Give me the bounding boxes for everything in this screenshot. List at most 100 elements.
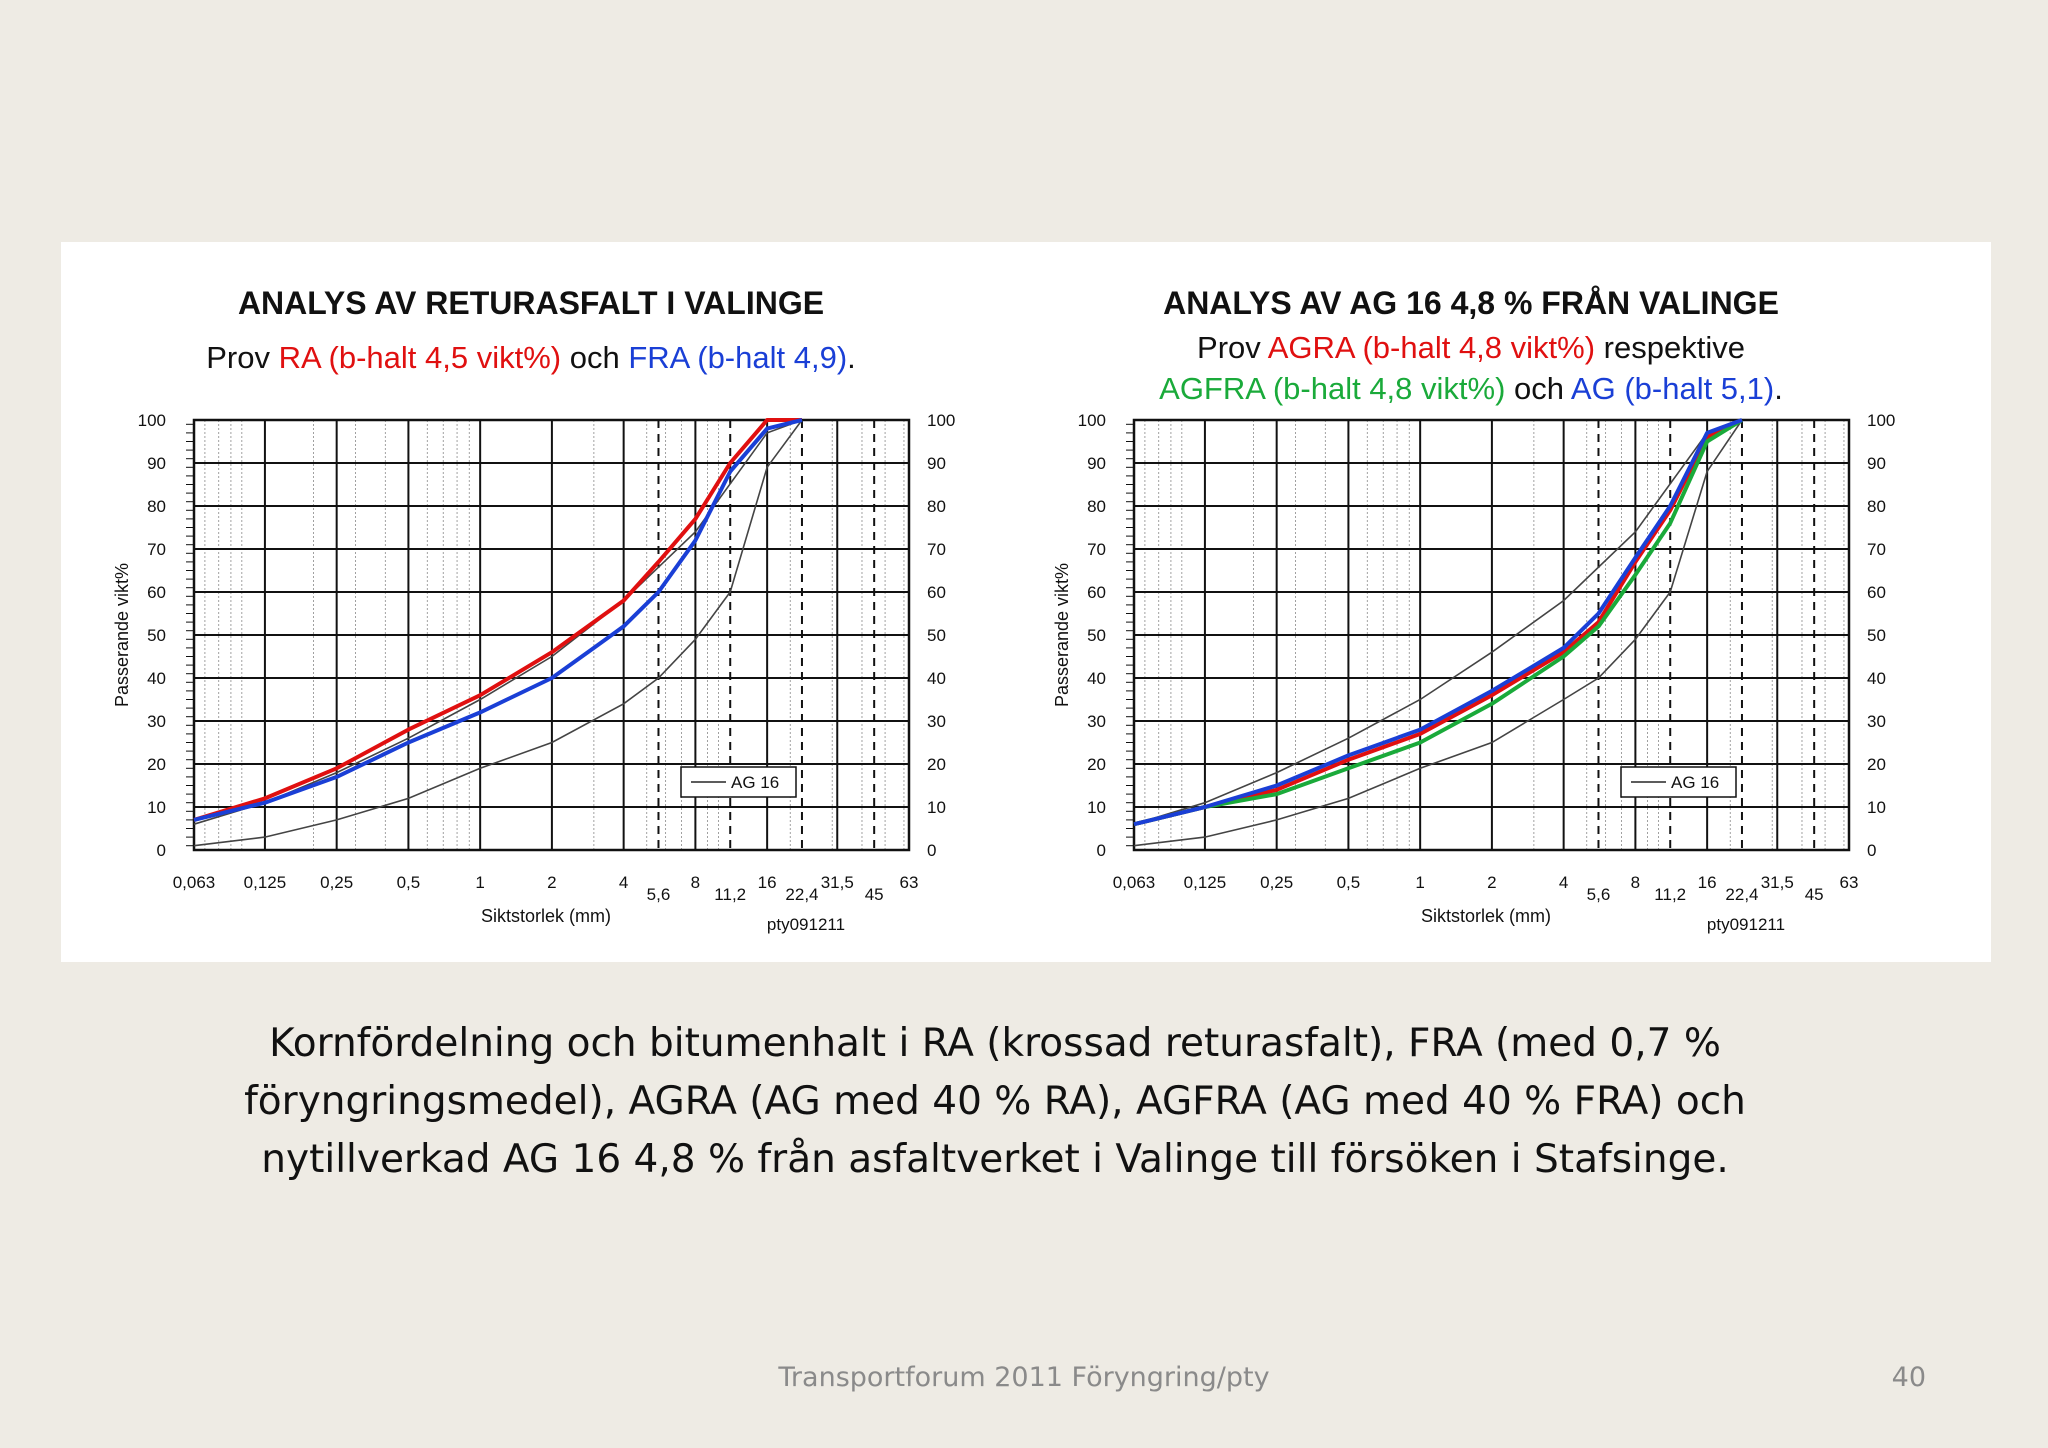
y-tick-label-left: 50 <box>147 626 166 645</box>
y-tick-label-left: 90 <box>147 454 166 473</box>
caption: Kornfördelning och bitumenhalt i RA (kro… <box>160 1015 1830 1189</box>
x-tick-label: 1 <box>1415 873 1424 892</box>
x-tick-label: 5,6 <box>1587 885 1611 904</box>
y-tick-label-left: 100 <box>1078 411 1106 430</box>
y-axis-label: Passerande vikt% <box>1052 563 1072 707</box>
plot-frame <box>1132 418 1851 852</box>
subtitle-segment: AGRA (b-halt 4,8 vikt%) <box>1268 330 1595 365</box>
x-tick-label: 31,5 <box>1761 873 1794 892</box>
y-tick-label-right: 50 <box>1867 626 1886 645</box>
figure-panel: ANALYS AV RETURASFALT I VALINGE Prov RA (… <box>61 242 1991 962</box>
y-tick-label-left: 40 <box>1087 669 1106 688</box>
x-tick-label: 1 <box>475 873 484 892</box>
chart-note: pty091211 <box>1707 915 1785 934</box>
x-tick-label: 2 <box>547 873 556 892</box>
y-tick-label-right: 60 <box>927 583 946 602</box>
y-tick-label-right: 0 <box>927 841 936 860</box>
envelope-line <box>193 419 803 825</box>
y-tick-label-left: 90 <box>1087 454 1106 473</box>
x-tick-label: 11,2 <box>714 885 746 904</box>
subtitle-segment: Prov <box>1197 330 1268 365</box>
x-tick-label: 8 <box>1631 873 1640 892</box>
x-tick-label: 0,5 <box>1337 873 1361 892</box>
y-tick-label-left: 40 <box>147 669 166 688</box>
y-tick-label-right: 50 <box>927 626 946 645</box>
chart-returasfalt: ANALYS AV RETURASFALT I VALINGE Prov RA (… <box>112 285 955 934</box>
y-tick-label-left: 20 <box>147 755 166 774</box>
x-axis-label: Siktstorlek (mm) <box>1421 906 1551 926</box>
y-tick-label-right: 80 <box>1867 497 1886 516</box>
chart-title: ANALYS AV AG 16 4,8 % FRÅN VALINGE <box>1163 285 1779 321</box>
legend-label: AG 16 <box>1671 773 1719 792</box>
x-tick-label: 0,25 <box>320 873 353 892</box>
y-tick-label-left: 60 <box>1087 583 1106 602</box>
y-tick-label-right: 90 <box>1867 454 1886 473</box>
y-tick-label-left: 70 <box>1087 540 1106 559</box>
x-tick-label: 31,5 <box>821 873 854 892</box>
x-tick-label: 0,125 <box>244 873 287 892</box>
x-tick-label: 0,063 <box>1113 873 1156 892</box>
subtitle-segment: RA (b-halt 4,5 vikt%) <box>279 340 562 375</box>
y-tick-label-right: 30 <box>927 712 946 731</box>
x-tick-label: 16 <box>758 873 777 892</box>
chart-subtitle-line: AGFRA (b-halt 4,8 vikt%) och AG (b-halt … <box>1159 371 1783 406</box>
chart-ag16: ANALYS AV AG 16 4,8 % FRÅN VALINGE Prov A… <box>1052 285 1895 934</box>
caption-line-1: Kornfördelning och bitumenhalt i RA (kro… <box>269 1021 1721 1066</box>
x-tick-label: 22,4 <box>785 885 818 904</box>
series-line-agfra <box>1133 418 1744 827</box>
caption-line-3: nytillverkad AG 16 4,8 % från asfaltverk… <box>261 1137 1729 1182</box>
page-number: 40 <box>1891 1362 1926 1393</box>
envelope-line <box>1133 419 1743 847</box>
x-tick-label: 4 <box>619 873 628 892</box>
y-tick-label-left: 60 <box>147 583 166 602</box>
subtitle-segment: och <box>1505 371 1571 406</box>
chart-note: pty091211 <box>767 915 845 934</box>
series-line-ra <box>193 418 802 822</box>
y-tick-label-right: 70 <box>927 540 946 559</box>
x-tick-label: 4 <box>1559 873 1568 892</box>
y-tick-label-left: 20 <box>1087 755 1106 774</box>
subtitle-segment: respektive <box>1595 330 1745 365</box>
x-tick-label: 0,063 <box>173 873 216 892</box>
caption-line-2: föryngringsmedel), AGRA (AG med 40 % RA)… <box>244 1079 1746 1124</box>
y-tick-label-right: 70 <box>1867 540 1886 559</box>
y-tick-label-left: 50 <box>1087 626 1106 645</box>
chart-title: ANALYS AV RETURASFALT I VALINGE <box>238 285 824 321</box>
y-tick-label-right: 100 <box>1867 411 1895 430</box>
envelope-line <box>1133 419 1743 825</box>
x-tick-label: 16 <box>1698 873 1717 892</box>
chart-subtitle-line: Prov RA (b-halt 4,5 vikt%) och FRA (b-ha… <box>206 340 856 375</box>
subtitle-segment: AGFRA (b-halt 4,8 vikt%) <box>1159 371 1505 406</box>
y-tick-label-left: 80 <box>1087 497 1106 516</box>
x-tick-label: 8 <box>691 873 700 892</box>
series-line-ag <box>1133 418 1743 827</box>
y-tick-label-left: 0 <box>157 841 166 860</box>
envelope-line <box>193 419 803 847</box>
y-tick-label-left: 0 <box>1097 841 1106 860</box>
y-tick-label-right: 10 <box>927 798 946 817</box>
y-tick-label-right: 60 <box>1867 583 1886 602</box>
subtitle-segment: AG (b-halt 5,1) <box>1571 371 1774 406</box>
y-tick-label-right: 100 <box>927 411 955 430</box>
y-tick-label-left: 10 <box>1087 798 1106 817</box>
x-tick-label: 63 <box>900 873 919 892</box>
x-tick-label: 2 <box>1487 873 1496 892</box>
y-tick-label-right: 40 <box>927 669 946 688</box>
x-axis-label: Siktstorlek (mm) <box>481 906 611 926</box>
y-axis-label: Passerande vikt% <box>112 563 132 707</box>
y-tick-label-right: 10 <box>1867 798 1886 817</box>
y-tick-label-right: 20 <box>927 755 946 774</box>
legend-box <box>1620 766 1737 798</box>
y-tick-label-right: 40 <box>1867 669 1886 688</box>
subtitle-segment: och <box>561 340 628 375</box>
y-tick-label-right: 90 <box>927 454 946 473</box>
x-tick-label: 0,25 <box>1260 873 1293 892</box>
plot-frame <box>192 418 911 852</box>
chart-subtitle-line: Prov AGRA (b-halt 4,8 vikt%) respektive <box>1197 330 1745 365</box>
subtitle-segment: FRA (b-halt 4,9) <box>628 340 847 375</box>
y-tick-label-left: 100 <box>138 411 166 430</box>
y-tick-label-left: 70 <box>147 540 166 559</box>
x-tick-label: 22,4 <box>1725 885 1758 904</box>
footer-text: Transportforum 2011 Föryngring/pty <box>778 1362 1270 1393</box>
y-tick-label-left: 10 <box>147 798 166 817</box>
